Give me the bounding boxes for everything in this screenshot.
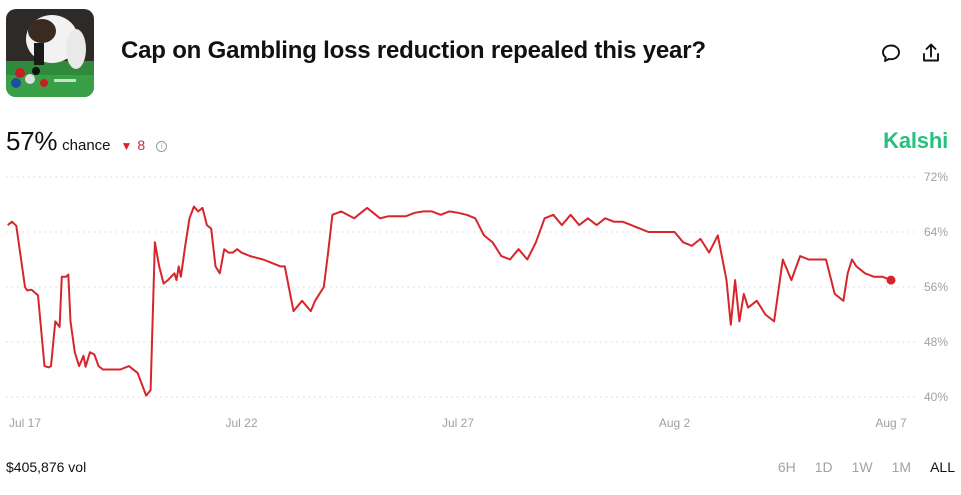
- range-selector: 6H 1D 1W 1M ALL: [759, 459, 955, 475]
- delta-value: 8: [137, 137, 145, 153]
- price-chart: 40% 48% 56% 64% 72% Jul 17 Jul 22 Jul 27 Aug 2 Au…: [0, 165, 961, 445]
- range-6h-button[interactable]: 6H: [778, 459, 796, 475]
- range-1d-button[interactable]: 1D: [815, 459, 833, 475]
- brand-logo: Kalshi: [883, 128, 948, 154]
- range-1w-button[interactable]: 1W: [852, 459, 873, 475]
- chance-value: 57%: [6, 126, 57, 157]
- x-tick-label: Aug 7: [875, 416, 907, 430]
- range-all-button[interactable]: ALL: [930, 459, 955, 475]
- info-icon[interactable]: i: [156, 141, 167, 152]
- down-triangle-icon: ▼: [121, 139, 133, 153]
- chance-delta: ▼ 8: [121, 137, 146, 153]
- price-chart-svg: 40% 48% 56% 64% 72% Jul 17 Jul 22 Jul 27 Aug 2 Au…: [0, 165, 961, 440]
- y-tick-label: 72%: [924, 170, 948, 184]
- comment-icon[interactable]: [879, 41, 903, 65]
- y-tick-label: 64%: [924, 225, 948, 239]
- x-tick-label: Jul 17: [9, 416, 41, 430]
- share-icon[interactable]: [919, 41, 943, 65]
- range-1m-button[interactable]: 1M: [892, 459, 911, 475]
- y-tick-label: 40%: [924, 390, 948, 404]
- volume-label: $405,876 vol: [6, 459, 86, 475]
- x-tick-label: Jul 27: [442, 416, 474, 430]
- market-title: Cap on Gambling loss reduction repealed …: [121, 37, 706, 65]
- casino-table-photo: [6, 9, 94, 97]
- y-tick-label: 48%: [924, 335, 948, 349]
- series-end-marker: [887, 276, 896, 285]
- chance-summary: 57% chance ▼ 8 i: [6, 126, 167, 158]
- x-tick-label: Aug 2: [659, 416, 691, 430]
- series-line: [8, 207, 891, 396]
- market-thumbnail: [6, 9, 94, 97]
- y-tick-label: 56%: [924, 280, 948, 294]
- x-tick-label: Jul 22: [225, 416, 257, 430]
- chance-label: chance: [62, 137, 110, 154]
